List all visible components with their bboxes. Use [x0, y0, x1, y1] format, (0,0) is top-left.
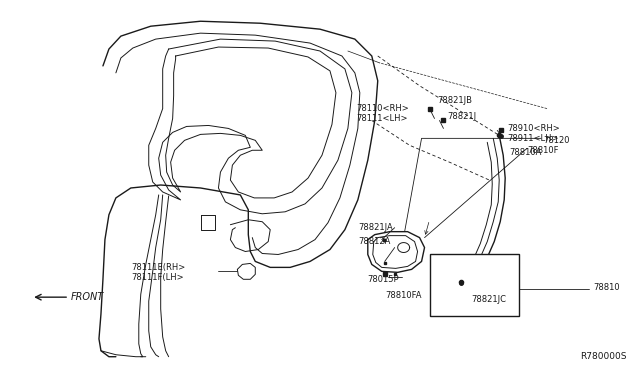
Text: 78821JB: 78821JB	[438, 96, 472, 105]
Text: 78110<RH>: 78110<RH>	[356, 104, 408, 113]
Text: 78821J: 78821J	[447, 112, 477, 121]
Text: 78910<RH>: 78910<RH>	[507, 124, 560, 133]
Text: 78111<LH>: 78111<LH>	[356, 114, 407, 123]
Text: 78810A: 78810A	[509, 148, 541, 157]
Text: 78111F(LH>: 78111F(LH>	[131, 273, 184, 282]
Text: 78810: 78810	[593, 283, 620, 292]
Text: 78810FA: 78810FA	[386, 291, 422, 300]
Text: 78812A: 78812A	[358, 237, 390, 246]
FancyBboxPatch shape	[429, 254, 519, 316]
Text: 78810F: 78810F	[527, 146, 559, 155]
Text: 78015P: 78015P	[368, 275, 399, 284]
Text: 78821JC: 78821JC	[471, 295, 506, 304]
Text: 78120: 78120	[543, 136, 570, 145]
Text: 78821JA: 78821JA	[358, 223, 392, 232]
Text: FRONT: FRONT	[71, 292, 104, 302]
Text: 78111E(RH>: 78111E(RH>	[131, 263, 185, 272]
Text: 78911<LH>: 78911<LH>	[507, 134, 559, 143]
Text: R780000S: R780000S	[580, 352, 627, 361]
